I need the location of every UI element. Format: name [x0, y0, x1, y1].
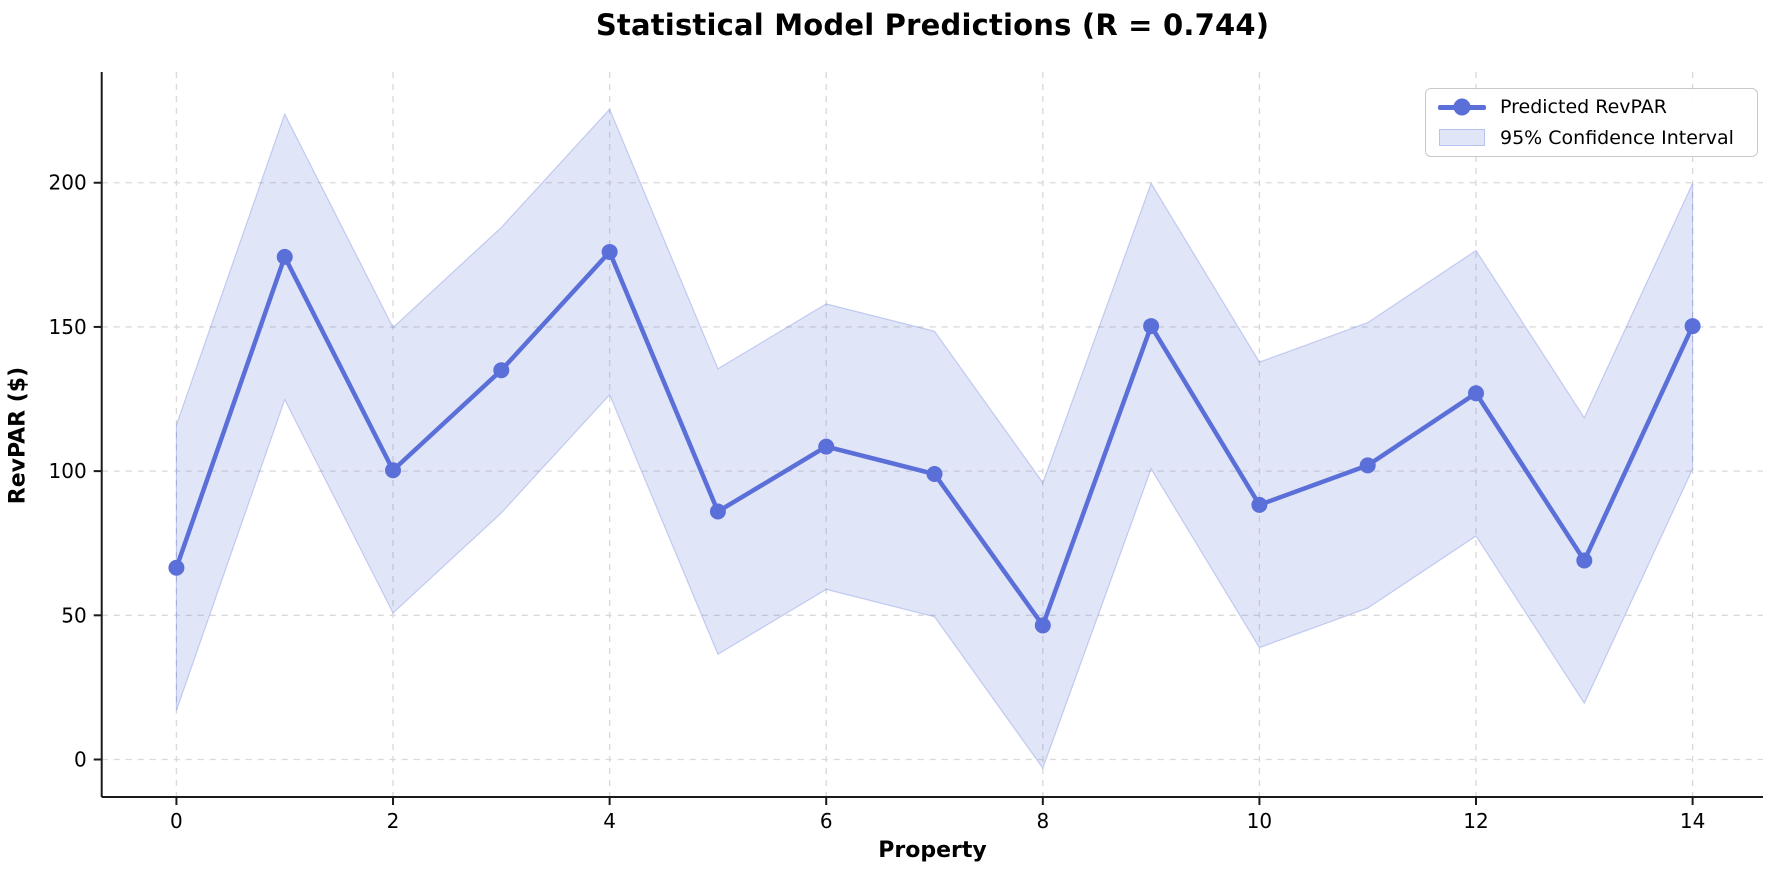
y-axis-label: RevPAR ($) — [5, 366, 31, 505]
data-point — [1143, 318, 1160, 335]
x-tick-label: 8 — [1036, 809, 1049, 833]
legend-label-confidence-interval: 95% Confidence Interval — [1500, 126, 1734, 149]
y-tick-label: 150 — [49, 315, 87, 339]
x-tick-label: 0 — [170, 809, 183, 833]
y-tick-label: 50 — [61, 603, 86, 627]
data-point — [1684, 318, 1701, 335]
data-point — [385, 462, 402, 479]
chart-title: Statistical Model Predictions (R = 0.744… — [595, 8, 1270, 42]
data-point — [926, 466, 943, 483]
data-point — [1034, 617, 1051, 634]
data-point — [1576, 552, 1593, 569]
x-tick-label: 2 — [387, 809, 400, 833]
data-point — [168, 559, 185, 576]
y-tick-label: 0 — [74, 748, 87, 772]
data-point — [818, 438, 835, 455]
legend-line-marker-icon — [1432, 98, 1492, 116]
y-tick-label: 100 — [49, 459, 87, 483]
data-point — [1359, 457, 1376, 474]
data-point — [709, 503, 726, 520]
x-tick-label: 12 — [1463, 809, 1488, 833]
x-tick-label: 10 — [1247, 809, 1272, 833]
data-point — [276, 248, 293, 265]
data-point — [493, 362, 510, 379]
data-point — [1468, 385, 1485, 402]
legend-item-predicted-revpar: Predicted RevPAR — [1432, 93, 1749, 122]
legend-patch-icon — [1432, 129, 1492, 147]
x-tick-label: 4 — [603, 809, 616, 833]
data-point — [601, 243, 618, 260]
x-tick-label: 14 — [1680, 809, 1705, 833]
legend: Predicted RevPAR 95% Confidence Interval — [1425, 88, 1758, 157]
legend-label-predicted-revpar: Predicted RevPAR — [1500, 96, 1667, 119]
legend-item-confidence-interval: 95% Confidence Interval — [1432, 123, 1749, 152]
data-point — [1251, 496, 1268, 513]
confidence-band — [175, 108, 1694, 770]
y-tick-label: 200 — [49, 171, 87, 195]
x-tick-label: 6 — [820, 809, 833, 833]
x-axis-label: Property — [878, 838, 987, 863]
